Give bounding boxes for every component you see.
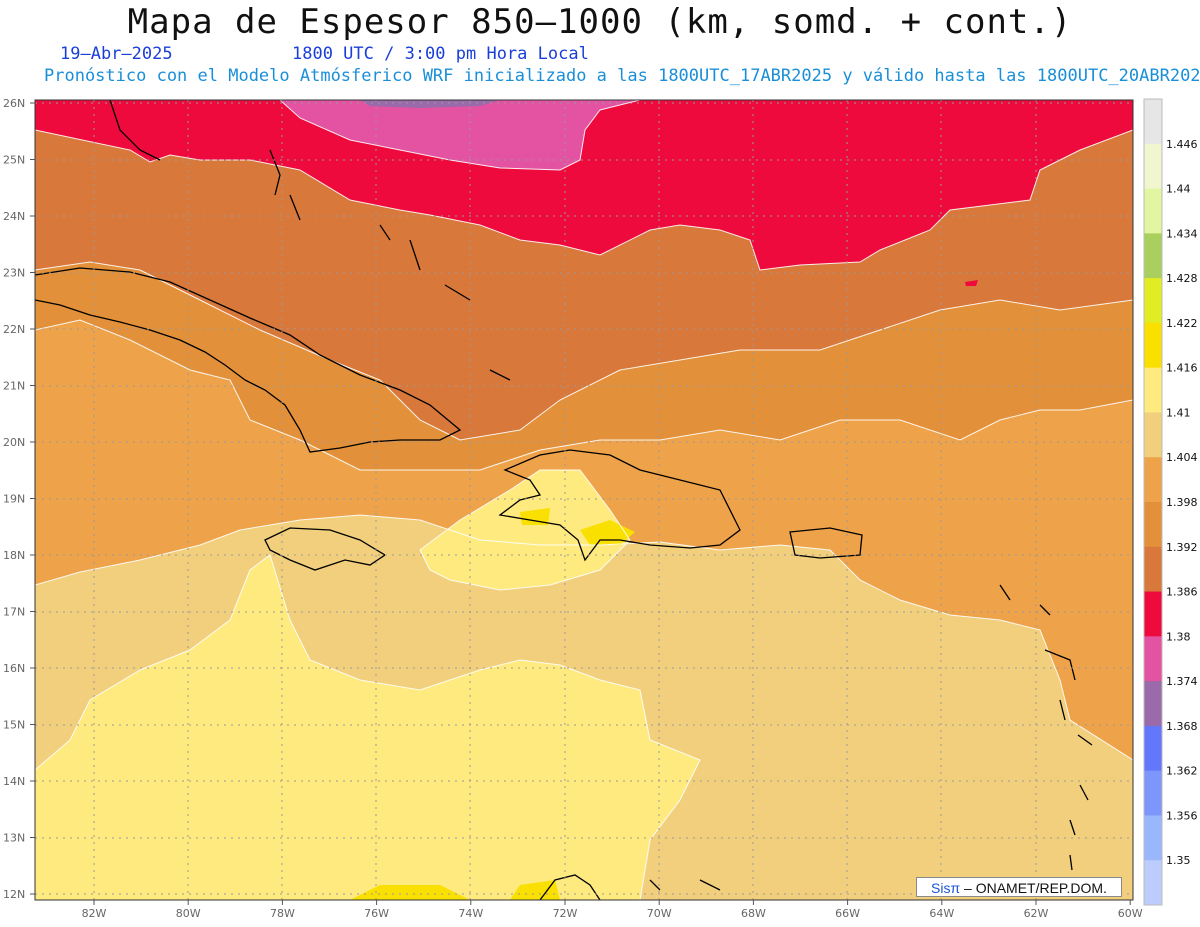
lat-label: 20N (3, 436, 25, 449)
lat-label: 12N (3, 888, 25, 901)
coast-cuba (35, 267, 462, 453)
lat-label: 17N (3, 606, 25, 619)
lon-label: 72W (553, 907, 578, 920)
colorbar-swatch (1144, 412, 1162, 458)
colorbar-swatch (1144, 457, 1162, 503)
shaded-thickness-field (35, 100, 1133, 900)
map-date: 19–Abr–2025 (60, 44, 173, 64)
lat-label: 23N (3, 267, 25, 280)
colorbar-swatch (1144, 815, 1162, 861)
colorbar-swatch (1144, 233, 1162, 279)
lat-label: 26N (3, 97, 25, 110)
lon-label: 74W (458, 907, 483, 920)
field-red-cell (965, 280, 978, 286)
coastlines (35, 100, 1093, 900)
latitude-axis: 26N 25N 24N 23N 22N 21N 20N 19N 18N 17N 16N 15N 14N 1… (3, 97, 35, 901)
colorbar-label: 1.374 (1166, 675, 1198, 688)
colorbar-label: 1.422 (1166, 317, 1198, 330)
field-yellow-patch-south2 (510, 880, 560, 900)
colorbar-swatch (1144, 502, 1162, 548)
colorbar-swatch (1144, 188, 1162, 234)
gridlines (35, 100, 1133, 900)
colorbar-swatch (1144, 143, 1162, 190)
coast-puerto-rico (789, 527, 863, 559)
colorbar-swatch (1144, 99, 1162, 145)
colorbar-swatch (1144, 681, 1162, 727)
lat-label: 15N (3, 719, 25, 732)
plot-frame (34, 99, 1134, 901)
colorbar-label: 1.446 (1166, 138, 1198, 151)
map-title: Mapa de Espesor 850–1000 (km, somd. + co… (127, 2, 1073, 42)
lon-label: 70W (647, 907, 672, 920)
lon-label: 68W (741, 907, 766, 920)
lon-label: 76W (364, 907, 389, 920)
lon-label: 64W (929, 907, 954, 920)
colorbar-frame (1143, 98, 1163, 906)
credit-text: – ONAMET/REP.DOM. (964, 880, 1107, 896)
coast-florida (109, 100, 161, 161)
colorbar-swatch (1144, 546, 1162, 593)
lat-label: 19N (3, 493, 25, 506)
colorbar-swatch (1144, 322, 1162, 369)
field-light-yellow-region (35, 555, 700, 900)
colorbar-label: 1.428 (1166, 272, 1198, 285)
coast-bahamas (269, 149, 511, 381)
colorbar-swatch (1144, 725, 1162, 772)
field-yellow-patch-haiti (520, 508, 550, 525)
forecast-info: Pronóstico con el Modelo Atmósferico WRF… (44, 66, 1200, 86)
lat-label: 25N (3, 154, 25, 167)
lon-label: 62W (1024, 907, 1049, 920)
lon-label: 80W (176, 907, 201, 920)
colorbar-label: 1.404 (1166, 451, 1198, 464)
colorbar-label: 1.356 (1166, 809, 1198, 822)
coast-lesser-antilles (999, 584, 1093, 871)
colorbar-label: 1.386 (1166, 586, 1198, 599)
longitude-axis: 82W 80W 78W 76W 74W 72W 70W 68W 66W 64W 62W 60W (82, 900, 1143, 920)
field-red-region (35, 100, 1133, 270)
lat-label: 16N (3, 662, 25, 675)
colorbar-label: 1.44 (1166, 183, 1191, 196)
field-light-yellow-center (420, 470, 630, 590)
lat-label: 24N (3, 210, 25, 223)
coast-hispaniola (498, 449, 741, 562)
lat-label: 14N (3, 775, 25, 788)
credit-pi: π (950, 880, 961, 896)
lon-label: 66W (835, 907, 860, 920)
lon-label: 82W (82, 907, 107, 920)
colorbar-swatch (1144, 860, 1162, 906)
lat-label: 13N (3, 832, 25, 845)
lat-label: 22N (3, 323, 25, 336)
colorbar-swatch (1144, 367, 1162, 413)
colorbar-label: 1.362 (1166, 765, 1198, 778)
lon-label: 78W (270, 907, 295, 920)
colorbar-swatch (1144, 591, 1162, 637)
coast-jamaica (264, 527, 387, 571)
colorbar-label: 1.368 (1166, 720, 1198, 733)
field-purple-region (360, 100, 500, 108)
credit-sis: Sis (931, 880, 951, 896)
colorbar-swatch (1144, 770, 1162, 816)
field-yellow-patch-south (350, 885, 470, 900)
coast-south-america (539, 874, 721, 900)
colorbar-label: 1.392 (1166, 541, 1198, 554)
lat-label: 18N (3, 549, 25, 562)
colorbar-swatch (1144, 636, 1162, 682)
lon-label: 60W (1118, 907, 1143, 920)
colorbar: 1.446 1.44 1.434 1.428 1.422 1.416 1.41 1.404 1.… (1143, 98, 1198, 906)
colorbar-label: 1.398 (1166, 496, 1198, 509)
colorbar-label: 1.41 (1166, 406, 1191, 419)
map-valid-time: 1800 UTC / 3:00 pm Hora Local (292, 44, 589, 64)
field-magenta-region (280, 100, 640, 170)
colorbar-label: 1.434 (1166, 227, 1198, 240)
colorbar-swatch (1144, 278, 1162, 324)
colorbar-label: 1.416 (1166, 362, 1198, 375)
colorbar-label: 1.35 (1166, 854, 1191, 867)
colorbar-label: 1.38 (1166, 630, 1191, 643)
credit-box: Sisπ – ONAMET/REP.DOM. (916, 877, 1122, 897)
lat-label: 21N (3, 380, 25, 393)
